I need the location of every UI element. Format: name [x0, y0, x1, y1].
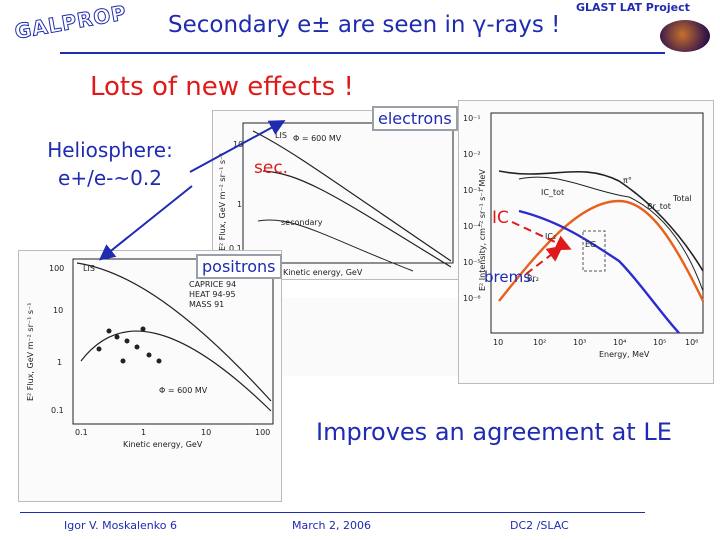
gamma-xtick: 10⁵: [653, 338, 666, 347]
gamma-ytick: 10⁻¹: [463, 114, 481, 123]
positron-ylabel: E² Flux, GeV m⁻² sr⁻¹ s⁻¹: [26, 303, 35, 401]
gamma-brtot-label: Br_tot: [647, 202, 671, 211]
galprop-logo: GALPROP: [12, 0, 129, 44]
gamma-pi0-curve: [518, 176, 704, 292]
electron-lis-curve: [252, 130, 452, 262]
gamma-ictot-label: IC_tot: [541, 188, 564, 197]
gamma-spectrum-plot: 10⁻¹ 10⁻² 10⁻³ 10⁻⁴ 10⁻⁵ 10⁻⁶ E² Intensi…: [463, 112, 705, 359]
gamma-ytick: 10⁻⁵: [463, 258, 481, 267]
positrons-label: positrons: [196, 254, 282, 279]
positron-spectrum-plot: 100 10 1 0.1 E² Flux, GeV m⁻² sr⁻¹ s⁻¹ 0…: [26, 258, 274, 449]
heliosphere-note: Heliosphere: e+/e-~0.2: [20, 136, 200, 192]
gamma-xtick: 10: [493, 338, 503, 347]
electron-xlabel: Kinetic energy, GeV: [283, 268, 363, 277]
gamma-total-curve: [498, 170, 704, 272]
gamma-ylabel: E² Intensity, cm⁻² sr⁻¹ s⁻¹ MeV: [478, 169, 487, 291]
positron-xtick: 1: [141, 428, 146, 437]
gamma-xtick: 10³: [573, 338, 586, 347]
gamma-eg-label: EG: [585, 240, 596, 249]
gamma-spectrum-panel: 10⁻¹ 10⁻² 10⁻³ 10⁻⁴ 10⁻⁵ 10⁻⁶ E² Intensi…: [458, 100, 714, 384]
gamma-xtick: 10⁴: [613, 338, 626, 347]
positron-legend-item: HEAT 94-95: [189, 290, 236, 299]
footer-author: Igor V. Moskalenko 6: [64, 519, 177, 532]
footer-venue: DC2 /SLAC: [510, 519, 569, 532]
positron-ytick: 1: [57, 358, 62, 367]
positron-xlabel: Kinetic energy, GeV: [123, 440, 203, 449]
electron-lis-label: LIS: [275, 131, 287, 140]
slide-title: Secondary e± are seen in γ-rays !: [168, 12, 561, 38]
glast-logo-icon: [660, 20, 710, 52]
heliosphere-line1: Heliosphere:: [47, 138, 173, 162]
gamma-ytick: 10⁻²: [463, 150, 481, 159]
gamma-ytick: 10⁻⁶: [463, 294, 481, 303]
electron-modulated-curve: [262, 170, 452, 268]
helio-to-positrons-arrow: [98, 185, 193, 261]
electron-ylabel: E² Flux, GeV m⁻² sr⁻¹ s⁻¹: [218, 153, 227, 251]
positron-ytick: 100: [49, 264, 64, 273]
footer-date: March 2, 2006: [292, 519, 372, 532]
gamma-ic2-label: IC₂: [545, 232, 556, 241]
gamma-ic-curve: [498, 199, 705, 302]
middle-caption-block: [282, 298, 458, 376]
subtitle: Lots of new effects !: [90, 72, 354, 102]
positron-lis-label: LIS: [83, 264, 95, 273]
electron-phi-label: Φ = 600 MV: [293, 134, 342, 143]
positron-legend-item: MASS 91: [189, 300, 224, 309]
positron-plot-frame: [72, 258, 274, 425]
gamma-brems-curve: [518, 209, 680, 334]
positron-spectrum-panel: 100 10 1 0.1 E² Flux, GeV m⁻² sr⁻¹ s⁻¹ 0…: [18, 250, 282, 502]
positron-lis-curve: [76, 262, 272, 402]
gamma-eg-box: [582, 230, 606, 272]
electron-plot-frame: [242, 122, 454, 264]
gamma-xlabel: Energy, MeV: [599, 350, 650, 359]
footer-rule: [20, 512, 645, 513]
gamma-total-label: Total: [672, 194, 692, 203]
positron-xtick: 100: [255, 428, 270, 437]
heliosphere-line2: e+/e-~0.2: [58, 166, 162, 190]
project-label: GLAST LAT Project: [576, 1, 690, 14]
gamma-pi0-label: π°: [623, 176, 632, 185]
positron-xtick: 10: [201, 428, 211, 437]
gamma-br2-label: Br₂: [527, 274, 539, 283]
gamma-ytick: 10⁻⁴: [463, 222, 481, 231]
electron-secondary-label: secondary: [281, 218, 323, 227]
gamma-plot-frame: [490, 112, 704, 334]
electron-ytick: 10: [233, 140, 243, 149]
positron-ytick: 10: [53, 306, 63, 315]
positron-xtick: 0.1: [75, 428, 88, 437]
electrons-label: electrons: [372, 106, 458, 131]
brems-label: brems.: [484, 268, 536, 286]
sec-label: sec.: [254, 158, 289, 178]
positron-phi-label: Φ = 600 MV: [159, 386, 208, 395]
electron-secondary-curve: [257, 219, 414, 272]
gamma-xtick: 10⁶: [685, 338, 698, 347]
conclusion-text: Improves an agreement at LE: [316, 418, 672, 446]
positron-legend-item: CAPRICE 94: [189, 280, 236, 289]
positron-modulated-curve: [80, 330, 272, 412]
positron-datapoints: [96, 326, 162, 364]
ic-label: IC: [492, 208, 509, 228]
header-rule: [60, 52, 665, 54]
positron-ytick: 0.1: [51, 406, 64, 415]
gamma-xtick: 10²: [533, 338, 546, 347]
electron-ytick: 1: [237, 200, 242, 209]
electron-ytick: 0.1: [229, 244, 242, 253]
gamma-ytick: 10⁻³: [463, 186, 481, 195]
